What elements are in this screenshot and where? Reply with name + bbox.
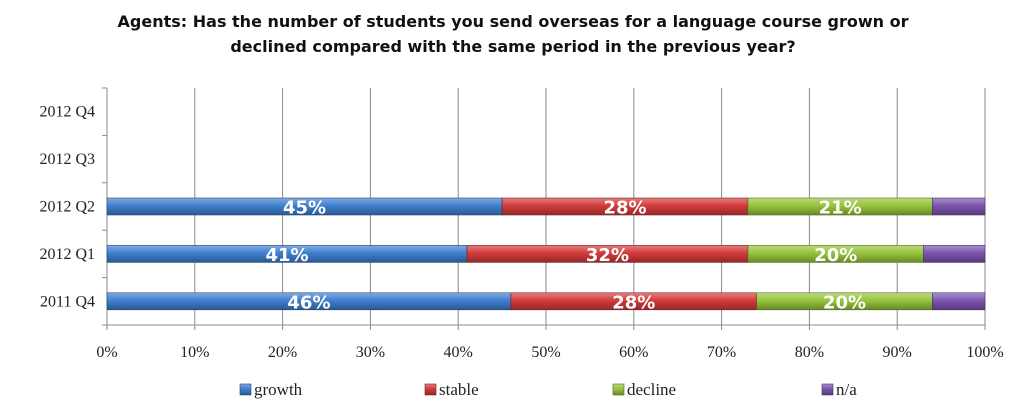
legend-label: n/a: [836, 380, 857, 399]
x-tick-label: 100%: [966, 344, 1003, 361]
legend-swatch: [612, 383, 625, 396]
data-label: 32%: [586, 245, 629, 266]
legend-label: stable: [439, 380, 479, 399]
data-label: 20%: [823, 292, 866, 313]
bar-segment-n-a: [932, 197, 986, 216]
category-label: 2012 Q4: [39, 104, 95, 121]
chart-title-line-2: declined compared with the same period i…: [230, 37, 795, 56]
category-labels: 2012 Q4 2012 Q3 2012 Q2 2012 Q1 2011 Q4: [39, 104, 95, 311]
x-tick-label: 10%: [180, 344, 209, 361]
x-tick-label: 60%: [619, 344, 648, 361]
x-tick-label: 90%: [883, 344, 912, 361]
bar-segment-n-a: [923, 245, 986, 263]
chart-title-line-1: Agents: Has the number of students you s…: [118, 12, 909, 31]
legend-label: decline: [627, 380, 676, 399]
data-label: 28%: [603, 198, 646, 219]
data-label: 45%: [283, 198, 326, 219]
x-tick-label: 50%: [531, 344, 560, 361]
category-label: 2012 Q1: [39, 246, 95, 263]
x-tick-label: 80%: [795, 344, 824, 361]
x-tick-label: 40%: [444, 344, 473, 361]
legend-swatch: [821, 383, 834, 396]
axes: [102, 87, 986, 330]
bar-segment-n-a: [932, 292, 986, 311]
data-label: 21%: [819, 198, 862, 219]
legend-swatch: [424, 383, 437, 396]
x-tick-label: 0%: [96, 344, 117, 361]
legend-label: growth: [254, 380, 303, 399]
x-tick-label: 30%: [356, 344, 385, 361]
category-label: 2012 Q2: [39, 199, 95, 216]
data-label: 28%: [612, 292, 655, 313]
x-tick-label: 20%: [268, 344, 297, 361]
legend: growth stable decline n/a: [239, 380, 857, 399]
data-label: 46%: [287, 292, 330, 313]
category-label: 2011 Q4: [40, 293, 95, 310]
bars: 45% 28% 21% 41% 32% 20% 46% 28% 20%: [106, 197, 986, 313]
legend-swatch: [239, 383, 252, 396]
category-label: 2012 Q3: [39, 151, 95, 168]
x-tick-label: 70%: [707, 344, 736, 361]
x-tick-labels: 0% 10% 20% 30% 40% 50% 60% 70% 80% 90% 100%: [96, 344, 1003, 361]
data-label: 20%: [814, 245, 857, 266]
data-label: 41%: [265, 245, 308, 266]
